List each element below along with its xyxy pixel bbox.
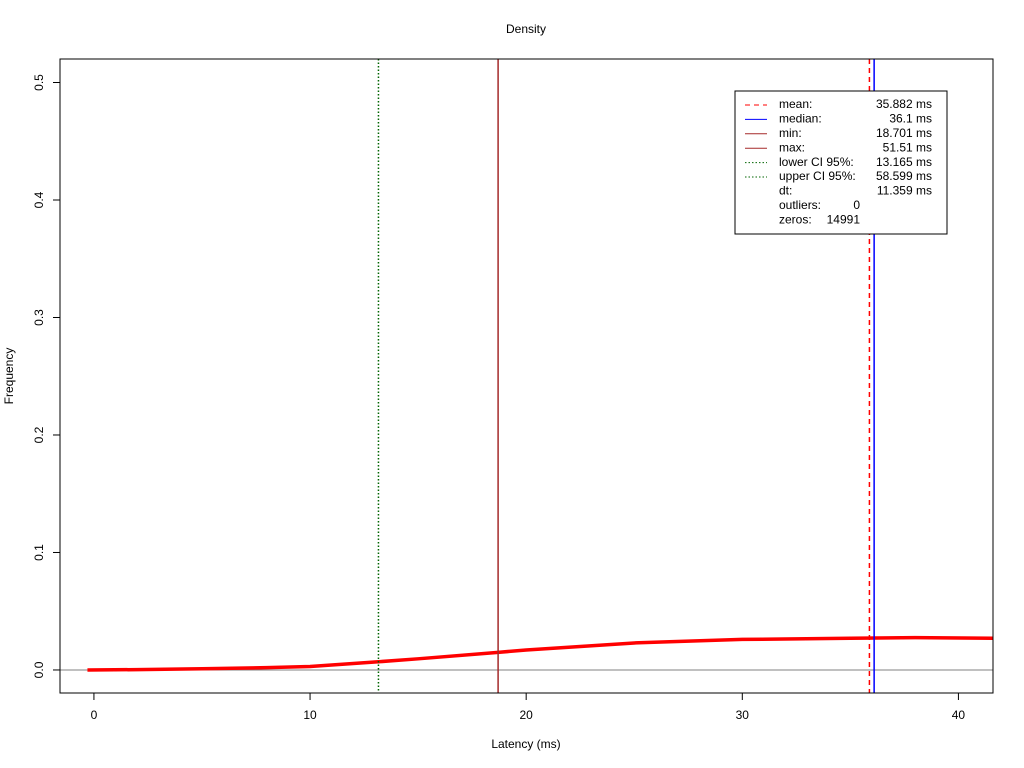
x-tick-label: 20 [519, 708, 533, 722]
legend-value: 58.599 ms [876, 169, 932, 183]
legend-box [734, 90, 948, 235]
x-axis-label: Latency (ms) [491, 737, 560, 751]
legend-label: min: [779, 126, 802, 140]
legend-value: 11.359 ms [877, 184, 932, 198]
y-axis-label: Frequency [2, 348, 16, 405]
legend-value: 0 [853, 198, 860, 212]
legend-label: dt: [779, 184, 792, 198]
legend-value: 35.882 ms [876, 97, 932, 111]
x-tick-label: 10 [303, 708, 317, 722]
legend-label: median: [779, 112, 822, 126]
y-tick-label: 0.1 [32, 544, 46, 561]
legend-label: zeros: [779, 212, 812, 226]
legend-value: 51.51 ms [883, 140, 932, 154]
y-tick-label: 0.4 [32, 191, 46, 208]
y-tick-label: 0.0 [32, 661, 46, 678]
legend-value: 14991 [827, 212, 861, 226]
legend-label: max: [779, 140, 805, 154]
legend-value: 36.1 ms [889, 112, 932, 126]
legend-label: upper CI 95%: [779, 169, 856, 183]
legend-label: mean: [779, 97, 812, 111]
x-tick-label: 40 [952, 708, 966, 722]
x-tick-label: 0 [91, 708, 98, 722]
legend-label: lower CI 95%: [779, 155, 854, 169]
y-tick-label: 0.2 [32, 426, 46, 443]
legend-value: 18.701 ms [876, 126, 932, 140]
legend: mean: 35.882 ms median: 36.1 ms min: 18.701 m… [734, 90, 948, 235]
legend-value: 13.165 ms [876, 155, 932, 169]
y-tick-label: 0.5 [32, 74, 46, 91]
chart-title: Density [506, 22, 546, 36]
x-tick-label: 30 [736, 708, 750, 722]
legend-label: outliers: [779, 198, 821, 212]
y-tick-label: 0.3 [32, 309, 46, 326]
density-line [87, 635, 993, 672]
